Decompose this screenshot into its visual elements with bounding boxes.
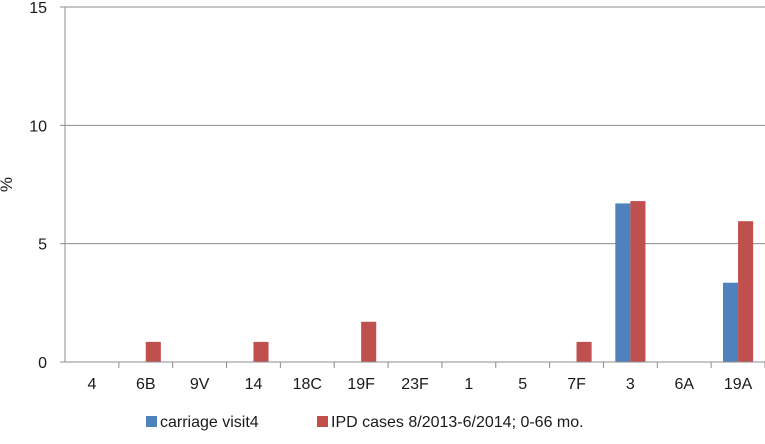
bar-19F-series-2 [361, 321, 377, 362]
bar-3-series-1 [615, 203, 631, 362]
x-tick-label: 6A [674, 376, 694, 393]
y-tick-label: 10 [29, 118, 47, 135]
y-tick-labels: 0 5 10 15 [29, 0, 65, 372]
x-tick-label: 5 [518, 376, 527, 393]
bar-7F-series-2 [576, 341, 592, 362]
bar-14-series-2 [253, 341, 269, 362]
legend-label-series-2: IPD cases 8/2013-6/2014; 0-66 mo. [331, 414, 584, 431]
x-tick-label: 19F [347, 376, 375, 393]
x-tick-label: 23F [401, 376, 429, 393]
y-tick-label: 5 [38, 237, 47, 254]
legend-label-series-1: carriage visit4 [160, 414, 259, 431]
x-tick-label: 7F [567, 376, 586, 393]
axes [64, 7, 765, 363]
x-tick-label: 14 [245, 376, 263, 393]
gridlines [65, 6, 765, 245]
bars [145, 201, 754, 362]
y-tick-label: 15 [29, 0, 47, 17]
bar-6B-series-2 [145, 341, 161, 362]
legend-swatch-series-2 [317, 416, 328, 427]
y-axis-title: % [0, 177, 16, 192]
x-tick-label: 19A [724, 376, 753, 393]
x-tick-label: 6B [136, 376, 156, 393]
legend: carriage visit4 IPD cases 8/2013-6/2014; … [146, 414, 584, 431]
legend-swatch-series-1 [146, 416, 157, 427]
x-tick-label: 1 [464, 376, 473, 393]
bar-19A-series-1 [723, 282, 739, 362]
x-tick-label: 9V [190, 376, 210, 393]
x-tick-label: 18C [293, 376, 322, 393]
bar-19A-series-2 [738, 221, 754, 362]
x-tick-label: 4 [87, 376, 96, 393]
y-tick-label: 0 [38, 355, 47, 372]
x-tick-labels: 4 6B 9V 14 18C 19F 23F 1 5 7F 3 6A 19A [87, 362, 765, 393]
bar-3-series-2 [630, 201, 646, 362]
x-tick-label: 3 [626, 376, 635, 393]
